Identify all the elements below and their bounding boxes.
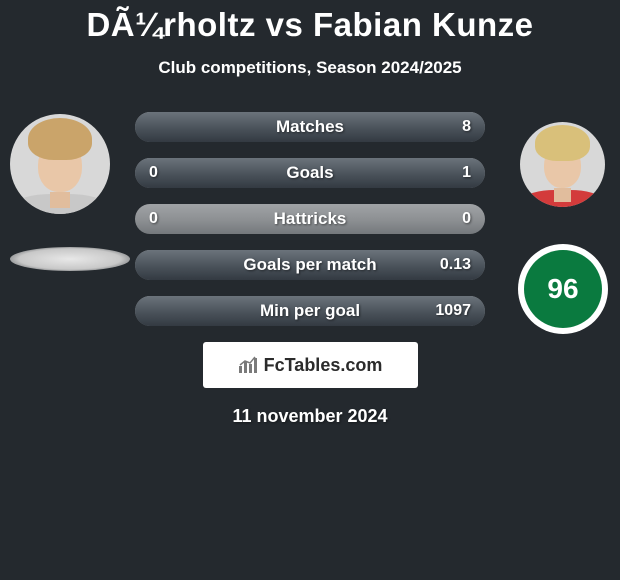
stat-row: Matches 8 — [135, 112, 485, 142]
branding-badge: FcTables.com — [203, 342, 418, 388]
stat-row: Hattricks 0 0 — [135, 204, 485, 234]
stat-row: Min per goal 1097 — [135, 296, 485, 326]
player-left-neck — [50, 192, 70, 208]
stat-value-right: 1097 — [435, 302, 471, 320]
club-logo-inner: 96 — [524, 250, 602, 328]
page-title: DÃ¼rholtz vs Fabian Kunze — [0, 0, 620, 44]
stat-label: Goals per match — [243, 255, 376, 275]
stat-label: Goals — [286, 163, 333, 183]
footer-date: 11 november 2024 — [0, 406, 620, 427]
stat-value-left: 0 — [149, 164, 158, 182]
branding-text: FcTables.com — [264, 355, 383, 376]
stat-value-left: 0 — [149, 210, 158, 228]
subtitle: Club competitions, Season 2024/2025 — [0, 58, 620, 78]
stat-rows: Matches 8 Goals 0 1 Hattricks 0 0 Goals per matc… — [135, 112, 485, 326]
stat-value-right: 0.13 — [440, 256, 471, 274]
stat-label: Min per goal — [260, 301, 360, 321]
player-left-avatar — [10, 114, 110, 214]
player-right-hair — [535, 125, 589, 161]
bar-chart-icon — [238, 356, 260, 374]
stat-value-right: 1 — [462, 164, 471, 182]
club-logo: 96 — [518, 244, 608, 334]
stat-value-right: 8 — [462, 118, 471, 136]
player-right-avatar — [520, 122, 605, 207]
comparison-panel: 96 Matches 8 Goals 0 1 Hattricks 0 0 Goals per m… — [0, 112, 620, 427]
player-left-shadow — [10, 247, 130, 271]
player-right-neck — [554, 188, 571, 202]
stat-row: Goals per match 0.13 — [135, 250, 485, 280]
stat-label: Hattricks — [274, 209, 347, 229]
player-left-hair — [28, 118, 92, 160]
stat-value-right: 0 — [462, 210, 471, 228]
stat-label: Matches — [276, 117, 344, 137]
stat-row: Goals 0 1 — [135, 158, 485, 188]
